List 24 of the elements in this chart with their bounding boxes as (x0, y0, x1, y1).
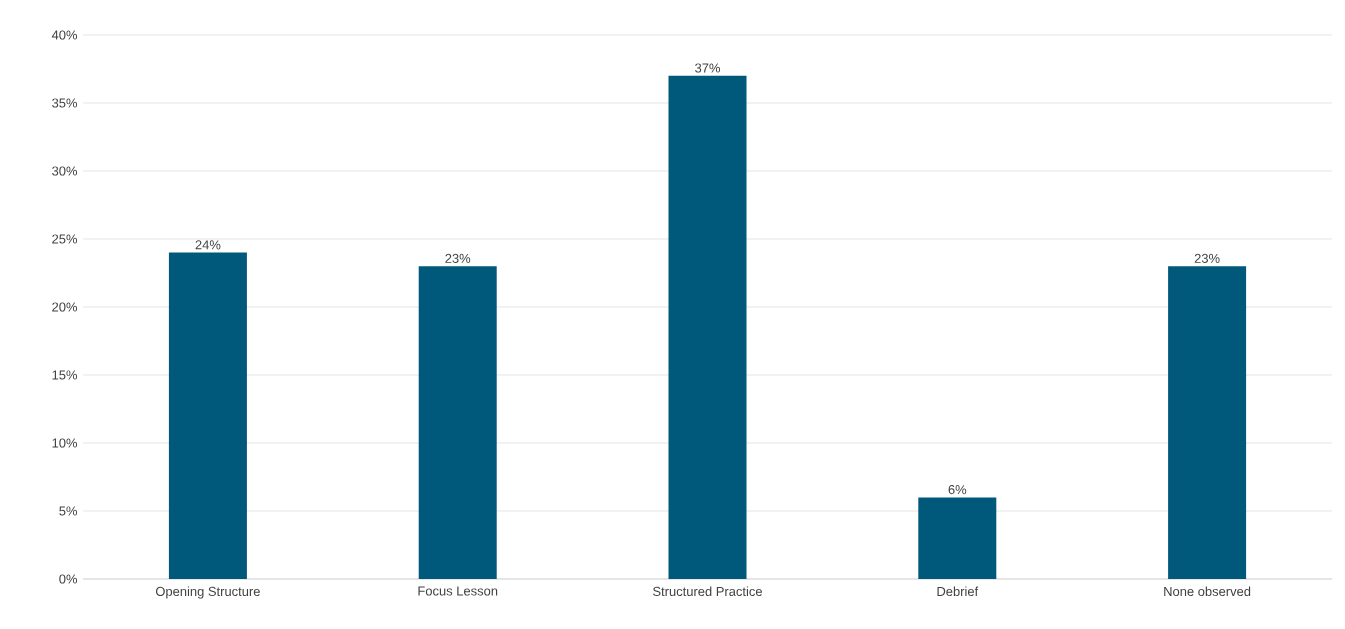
bar (668, 75, 747, 579)
y-tick-label: 30% (52, 166, 78, 176)
data-label: 37% (695, 63, 721, 73)
y-tick-label: 20% (52, 302, 78, 312)
x-tick-label: Structured Practice (653, 586, 762, 597)
data-label: 24% (195, 240, 221, 250)
y-tick-label: 40% (51, 30, 78, 40)
bar (168, 252, 247, 579)
y-tick-label: 35% (52, 98, 78, 108)
y-tick-label: 15% (52, 370, 78, 380)
y-tick-label: 10% (52, 438, 78, 448)
y-tick-label: 25% (52, 234, 78, 244)
x-tick-label: None observed (1164, 586, 1251, 597)
data-label: 6% (948, 485, 967, 495)
bar (418, 266, 497, 579)
y-tick-label: 5% (59, 506, 78, 516)
bar (1168, 266, 1247, 579)
x-tick-label: Focus Lesson (418, 586, 498, 596)
data-label: 23% (1194, 253, 1220, 263)
data-label: 23% (445, 253, 471, 263)
bar (918, 497, 997, 579)
y-tick-label: 0% (59, 574, 78, 584)
x-tick-label: Debrief (937, 586, 979, 597)
x-tick-label: Opening Structure (155, 586, 260, 599)
